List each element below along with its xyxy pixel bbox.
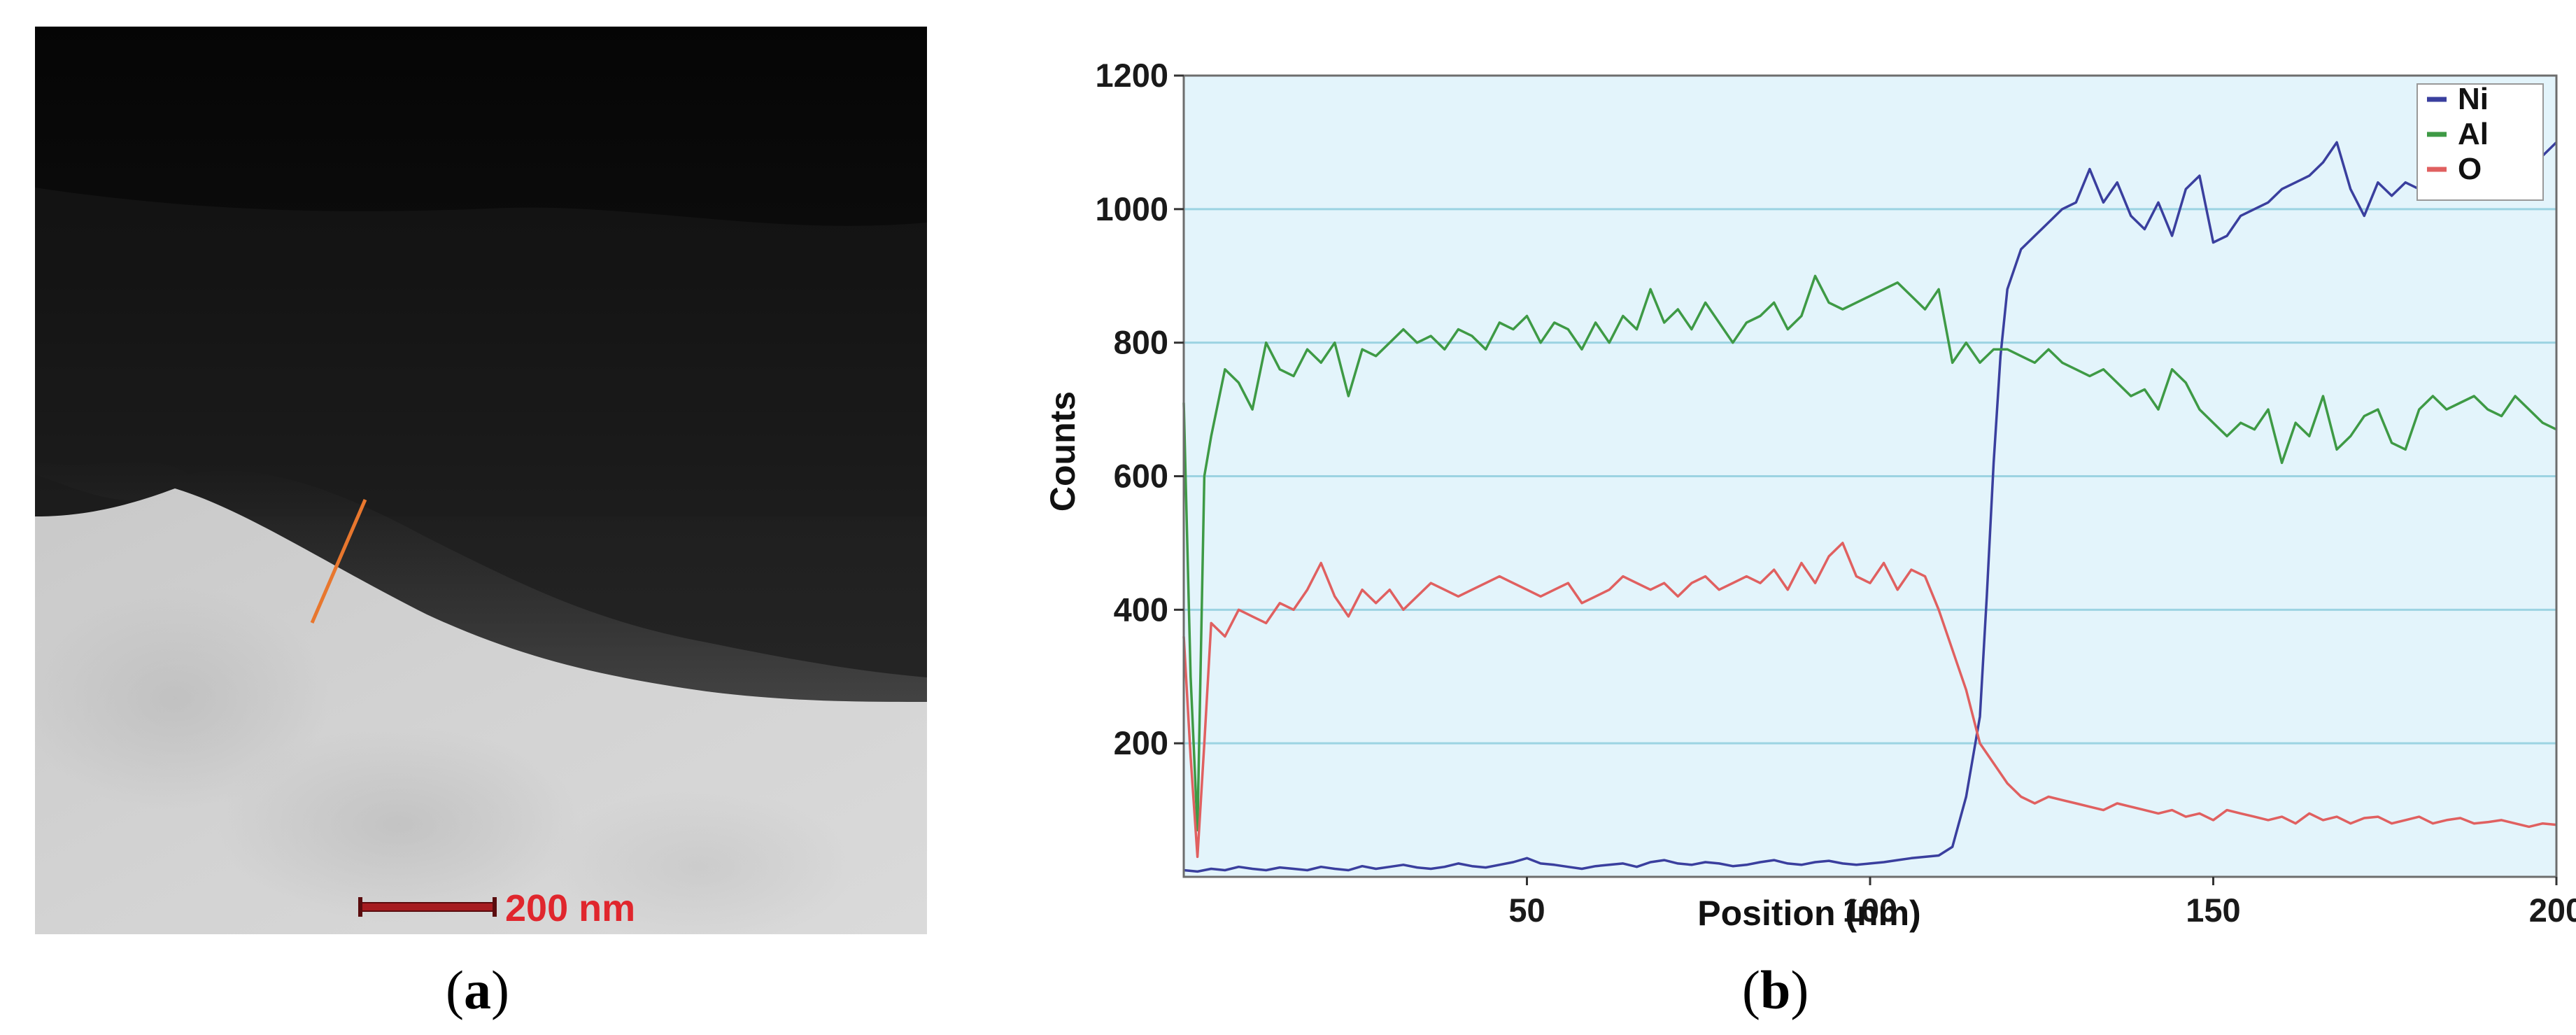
y-tick-label: 200: [1114, 724, 1168, 761]
tem-micrograph: 200 nm: [35, 27, 927, 934]
y-tick-label: 1200: [1095, 57, 1168, 94]
legend-label-ni: Ni: [2458, 82, 2489, 116]
x-tick-label: 200: [2529, 892, 2576, 929]
linescan-line: [310, 499, 367, 624]
chart-svg: 200 400 600 800 1000 1200 50 100 150 200 Counts P…: [1043, 57, 2576, 933]
eds-linescan-chart: 200 400 600 800 1000 1200 50 100 150 200 Counts P…: [1028, 42, 2576, 966]
scale-bar: [360, 902, 495, 912]
series-line-ni: [1183, 141, 2558, 873]
legend-label-al: Al: [2458, 117, 2489, 151]
scale-bar-label: 200 nm: [505, 887, 635, 929]
x-tick-label: 50: [1508, 892, 1545, 929]
series-line-al: [1182, 274, 2557, 831]
y-tick-label: 800: [1114, 324, 1168, 361]
x-tick-label: 100: [1843, 892, 1897, 929]
legend-label-o: O: [2458, 152, 2482, 186]
x-axis-title: Position (nm): [1697, 894, 1920, 933]
legend-box: [2416, 83, 2544, 201]
y-tick-label: 1000: [1095, 190, 1168, 227]
x-tick-label: 150: [2186, 892, 2240, 929]
y-tick-label: 600: [1114, 458, 1168, 495]
micrograph-image: 200 nm: [35, 27, 927, 934]
series-line-o: [1182, 542, 2557, 859]
panel-a-label: (a): [446, 959, 509, 1020]
y-axis-title: Counts: [1043, 391, 1082, 512]
panel-b-label: (b): [1742, 959, 1809, 1020]
y-tick-label: 400: [1114, 591, 1168, 628]
